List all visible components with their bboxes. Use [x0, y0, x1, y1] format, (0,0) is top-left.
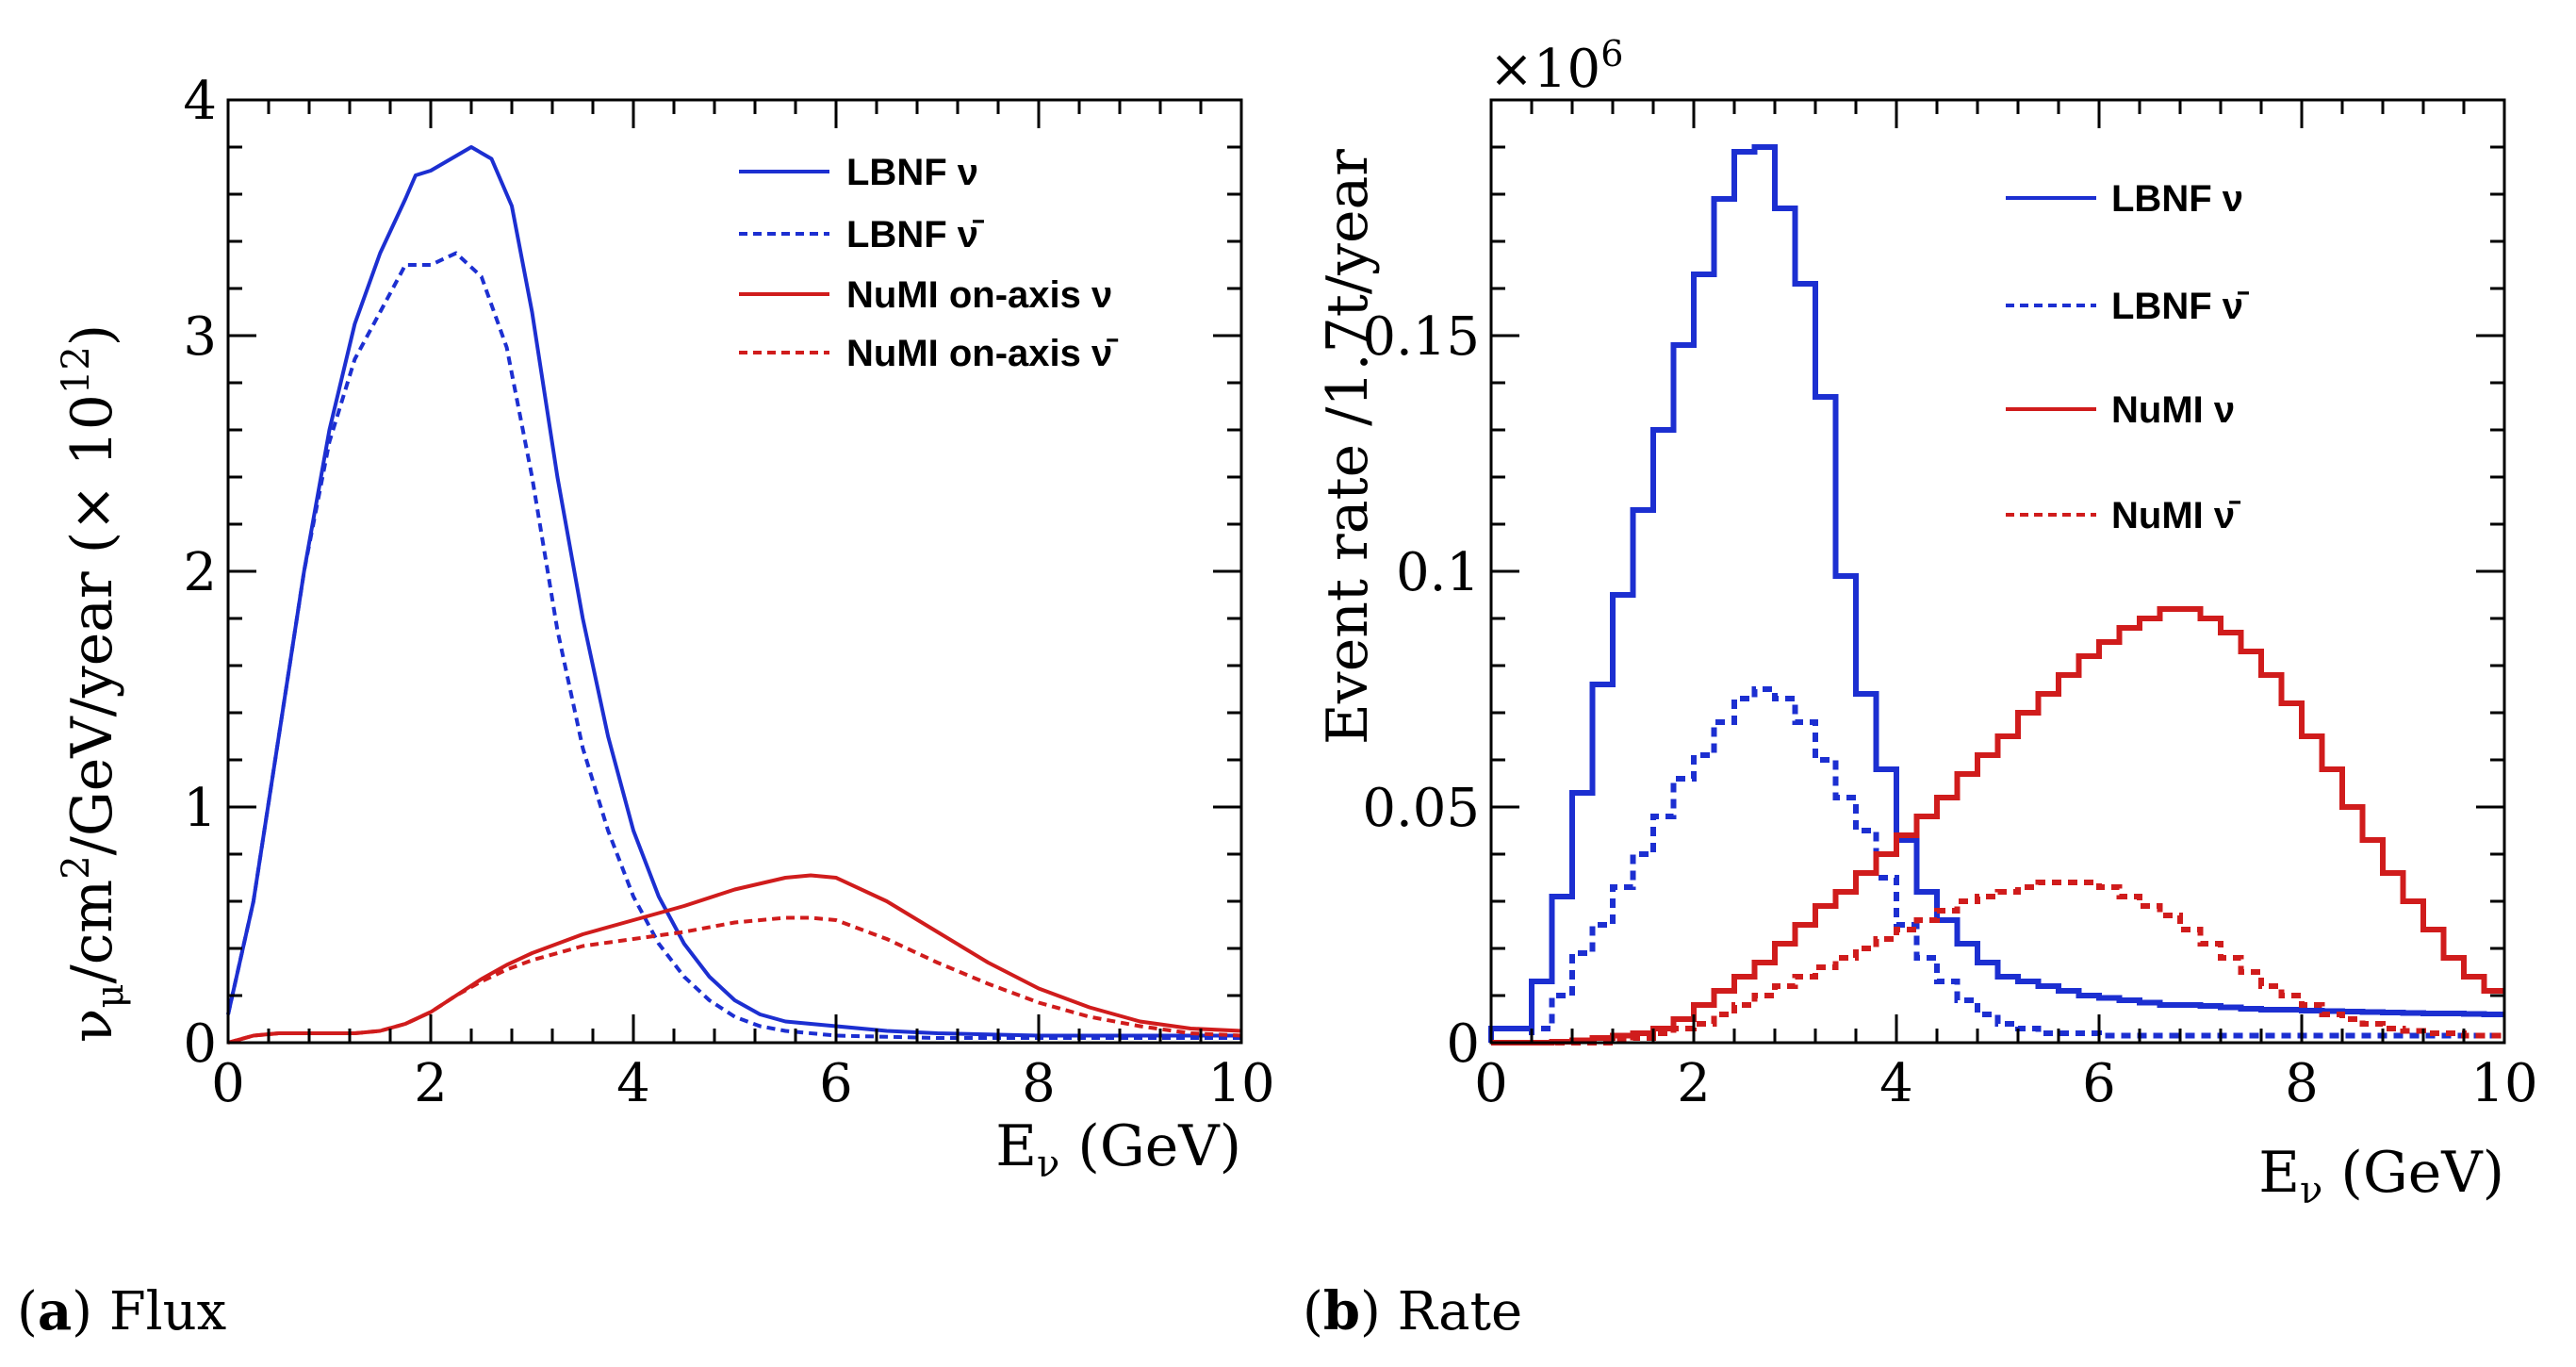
- panel-a-ticks: [226, 98, 1243, 1045]
- panel-b-x-axis-label: Eν (GeV): [2258, 1140, 2504, 1212]
- legend-label: NuMI ν: [2111, 389, 2235, 431]
- legend-entry: LBNF ν̄: [2006, 286, 2249, 327]
- x-tick-label: 10: [1207, 1053, 1274, 1114]
- panel-b-y-axis-label: Event rate /1.7t/year: [1315, 149, 1381, 745]
- panel-b-legend: LBNF ν LBNF ν̄ NuMI ν NuMI ν̄: [2006, 178, 2249, 536]
- x-tick-label: 10: [2470, 1053, 2537, 1114]
- x-tick-label: 2: [1677, 1053, 1711, 1114]
- x-tick-label: 2: [414, 1053, 448, 1114]
- y-tick-label: 0.15: [1362, 306, 1480, 368]
- series-histogram-4: [1491, 880, 2504, 1046]
- x-tick-label: 6: [819, 1053, 853, 1114]
- y-tick-label: 3: [183, 306, 217, 368]
- legend-entry: LBNF ν: [2006, 178, 2243, 220]
- series-line-4: [227, 915, 1242, 1045]
- series-histogram-3: [1491, 606, 2504, 1046]
- panel-b-series: [1488, 144, 2504, 1046]
- legend-label: NuMI ν̄: [2111, 495, 2240, 536]
- x-tick-label: 4: [1879, 1053, 1913, 1114]
- y-tick-label: 0: [1446, 1013, 1480, 1075]
- legend-entry: NuMI ν: [2006, 389, 2235, 431]
- legend-entry: LBNF ν̄: [739, 214, 984, 255]
- panel-b-multiplier: ×106: [1489, 33, 1623, 100]
- legend-label: LBNF ν̄: [846, 214, 984, 255]
- legend-label: LBNF ν̄: [2111, 286, 2249, 327]
- y-tick-label: 0.1: [1396, 542, 1480, 603]
- y-tick-label: 4: [183, 71, 217, 132]
- legend-entry: NuMI on-axis ν: [739, 274, 1112, 316]
- panel-b-tick-labels: 0 2 4 6 8 10 0 0.05 0.1 0.15: [1362, 306, 2537, 1114]
- panel-a-legend: LBNF ν LBNF ν̄ NuMI on-axis ν NuMI on-axis …: [739, 152, 1118, 374]
- y-tick-label: 0: [183, 1013, 217, 1075]
- series-line-2: [226, 251, 1241, 1040]
- x-tick-label: 8: [1022, 1053, 1056, 1114]
- y-tick-label: 2: [183, 542, 217, 603]
- panel-a-caption: (a) Flux: [17, 1280, 226, 1342]
- panel-a-frame: [226, 98, 1243, 1045]
- panel-a-flux: 0 2 4 6 8 10 0 1 2 3 4 Eν (GeV) νμ/cm2/GeV/year (×…: [17, 71, 1275, 1342]
- legend-entry: NuMI on-axis ν̄: [739, 333, 1118, 374]
- legend-label: LBNF ν: [846, 152, 978, 193]
- panel-b-caption: (b) Rate: [1303, 1280, 1522, 1342]
- panel-a-y-axis-label: νμ/cm2/GeV/year (× 1012): [55, 324, 132, 1043]
- x-tick-label: 0: [211, 1053, 245, 1114]
- x-tick-label: 6: [2082, 1053, 2116, 1114]
- series-histogram-1: [1488, 144, 2504, 1043]
- legend-label: NuMI on-axis ν: [846, 274, 1112, 316]
- series-histogram-2: [1491, 686, 2504, 1046]
- series-line-3: [227, 873, 1242, 1045]
- legend-entry: NuMI ν̄: [2006, 495, 2240, 536]
- y-tick-label: 0.05: [1362, 778, 1480, 839]
- panel-b-ticks: [1489, 98, 2506, 1045]
- panel-a-x-axis-label: Eν (GeV): [995, 1113, 1241, 1186]
- y-tick-label: 1: [183, 778, 217, 839]
- panel-b-frame: [1489, 98, 2506, 1045]
- x-tick-label: 4: [616, 1053, 650, 1114]
- legend-label: NuMI on-axis ν̄: [846, 333, 1118, 374]
- x-tick-label: 8: [2285, 1053, 2319, 1114]
- legend-entry: LBNF ν: [739, 152, 978, 193]
- x-tick-label: 0: [1474, 1053, 1508, 1114]
- panel-a-tick-labels: 0 2 4 6 8 10 0 1 2 3 4: [183, 71, 1274, 1114]
- panel-b-rate: 0 2 4 6 8 10 0 0.05 0.1 0.15 ×106 Eν (GeV) Event …: [1303, 33, 2538, 1342]
- legend-label: LBNF ν: [2111, 178, 2243, 220]
